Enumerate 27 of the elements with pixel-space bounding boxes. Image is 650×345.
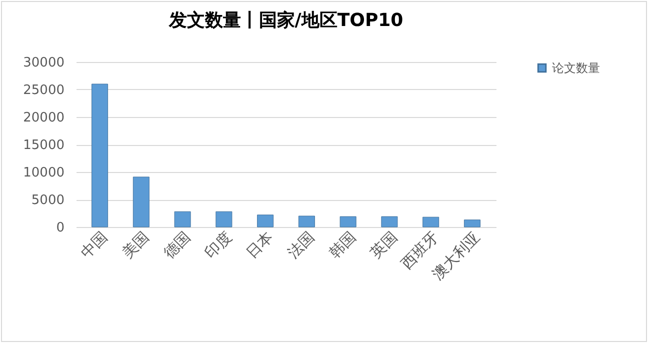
bar xyxy=(174,211,191,228)
y-tick-label: 20000 xyxy=(23,110,64,126)
y-tick-label: 30000 xyxy=(23,56,64,70)
x-tick-label: 印度 xyxy=(201,228,236,262)
bar xyxy=(381,216,398,228)
y-tick-label: 10000 xyxy=(23,166,64,180)
bar xyxy=(132,176,150,228)
bar xyxy=(216,211,232,228)
x-tick-label: 法国 xyxy=(284,228,318,262)
x-tick-label: 德国 xyxy=(160,228,194,262)
x-tick-label: 日本 xyxy=(242,228,277,262)
y-tick-label: 5000 xyxy=(31,193,64,208)
y-tick-label: 15000 xyxy=(23,138,64,153)
y-tick-label: 0 xyxy=(56,220,64,236)
bar xyxy=(422,216,440,228)
bar xyxy=(340,216,356,228)
x-tick-label: 中国 xyxy=(77,228,112,262)
bar xyxy=(92,84,108,228)
legend-label: 论文数量 xyxy=(552,61,600,75)
x-tick-label: 韩国 xyxy=(325,228,360,262)
chart-title: 发文数量丨国家/地区TOP10 xyxy=(168,10,404,31)
bar xyxy=(464,220,480,228)
x-tick-label: 英国 xyxy=(366,228,401,262)
x-tick-label: 美国 xyxy=(118,228,152,262)
y-tick-label: 25000 xyxy=(23,83,64,98)
bar xyxy=(257,214,274,228)
bar xyxy=(298,216,315,228)
